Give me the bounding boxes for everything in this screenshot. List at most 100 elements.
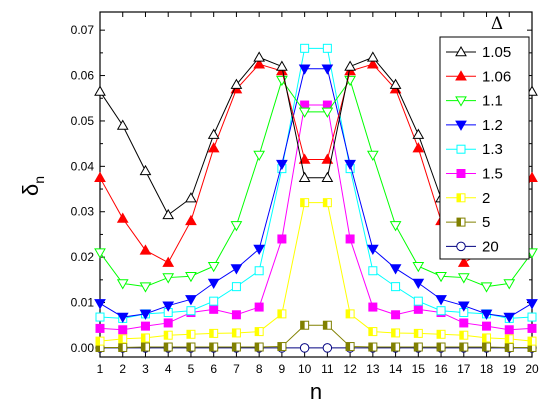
- marker-fill: [391, 343, 396, 352]
- data-point: [368, 327, 378, 337]
- y-axis: 0.00 0.01 0.02 0.03 0.04 0.05 0.06 0.07: [71, 23, 532, 355]
- data-point: [389, 78, 402, 89]
- x-tick-label: 14: [389, 362, 403, 376]
- legend-label: 2: [482, 190, 490, 207]
- series-1-2: [94, 64, 538, 324]
- data-point: [230, 264, 243, 275]
- marker-fill: [457, 193, 461, 202]
- data-point: [95, 312, 105, 322]
- series-20: [95, 343, 537, 353]
- series-2: [95, 198, 537, 346]
- data-point: [527, 312, 537, 322]
- data-point: [345, 342, 355, 352]
- data-point: [435, 271, 447, 283]
- x-tick-label: 11: [321, 362, 334, 376]
- marker-fill: [164, 343, 169, 352]
- legend-item: 5: [446, 214, 490, 231]
- x-tick-label: 10: [298, 362, 312, 376]
- marker-fill: [118, 343, 123, 352]
- data-point: [504, 334, 514, 344]
- marker-fill: [96, 337, 100, 346]
- data-point: [321, 153, 334, 164]
- data-point: [231, 310, 241, 320]
- x-tick-label: 4: [165, 362, 172, 376]
- data-point: [389, 264, 402, 275]
- marker-fill: [277, 309, 282, 318]
- data-point: [412, 278, 425, 290]
- data-point: [254, 327, 264, 337]
- marker-fill: [368, 343, 373, 352]
- legend-label: 5: [482, 214, 490, 231]
- data-point: [413, 328, 423, 338]
- data-point: [366, 244, 379, 255]
- data-point: [116, 212, 129, 223]
- data-point: [368, 266, 378, 276]
- x-tick-label: 15: [412, 362, 426, 376]
- data-point: [207, 128, 220, 139]
- data-point: [277, 342, 287, 352]
- x-tick-label: 6: [210, 362, 217, 376]
- data-point: [209, 328, 219, 338]
- data-point: [185, 214, 197, 226]
- data-point: [276, 159, 288, 171]
- legend-marker: [456, 193, 466, 203]
- data-point: [503, 279, 516, 290]
- x-tick-label: 7: [233, 362, 240, 376]
- marker-fill: [255, 327, 260, 336]
- data-point: [209, 296, 219, 306]
- data-point: [207, 142, 220, 153]
- marker-fill: [255, 343, 260, 352]
- data-point: [298, 107, 311, 118]
- data-point: [412, 128, 425, 139]
- marker-fill: [232, 343, 237, 352]
- data-point: [457, 273, 470, 284]
- marker-fill: [414, 343, 419, 352]
- series-5: [95, 320, 537, 352]
- data-point: [162, 273, 175, 284]
- data-point: [277, 234, 287, 244]
- y-axis-title: δn: [18, 176, 47, 196]
- data-point: [209, 304, 219, 314]
- data-point: [140, 333, 150, 343]
- data-point: [116, 119, 129, 130]
- marker-fill: [459, 331, 464, 340]
- data-point: [366, 58, 379, 69]
- data-point: [459, 318, 469, 328]
- marker-fill: [346, 309, 351, 318]
- data-point: [186, 342, 196, 352]
- x-tick-label: 16: [434, 362, 448, 376]
- legend-label: 1.05: [482, 44, 511, 61]
- y-tick-label: 0.01: [71, 296, 95, 310]
- legend-marker: [456, 241, 466, 252]
- marker-fill: [368, 327, 373, 336]
- series-layer: [94, 43, 538, 353]
- data-point: [391, 328, 401, 338]
- marker-fill: [346, 342, 351, 351]
- marker-fill: [482, 343, 487, 352]
- data-point: [436, 329, 446, 339]
- legend-label: 1.5: [482, 166, 503, 183]
- data-point: [482, 321, 492, 331]
- x-tick-label: 5: [188, 362, 195, 376]
- legend-label: 1.06: [482, 68, 511, 85]
- legend-item: 1.05: [446, 44, 511, 61]
- legend-item: 20: [446, 238, 499, 255]
- data-point: [457, 256, 470, 267]
- data-point: [527, 336, 537, 346]
- y-tick-label: 0.00: [71, 341, 95, 355]
- data-point: [300, 198, 310, 208]
- data-point: [207, 278, 220, 290]
- data-point: [503, 312, 516, 324]
- marker-fill: [96, 343, 100, 352]
- marker-fill: [186, 343, 191, 352]
- x-tick-label: 18: [480, 362, 494, 376]
- data-point: [504, 325, 514, 335]
- data-point: [139, 164, 152, 176]
- y-axis-title-main: δ: [18, 184, 43, 196]
- data-point: [186, 306, 196, 316]
- x-tick-label: 8: [256, 362, 263, 376]
- marker-fill: [141, 333, 146, 342]
- data-point: [482, 342, 492, 352]
- data-point: [231, 328, 241, 338]
- data-point: [254, 302, 264, 312]
